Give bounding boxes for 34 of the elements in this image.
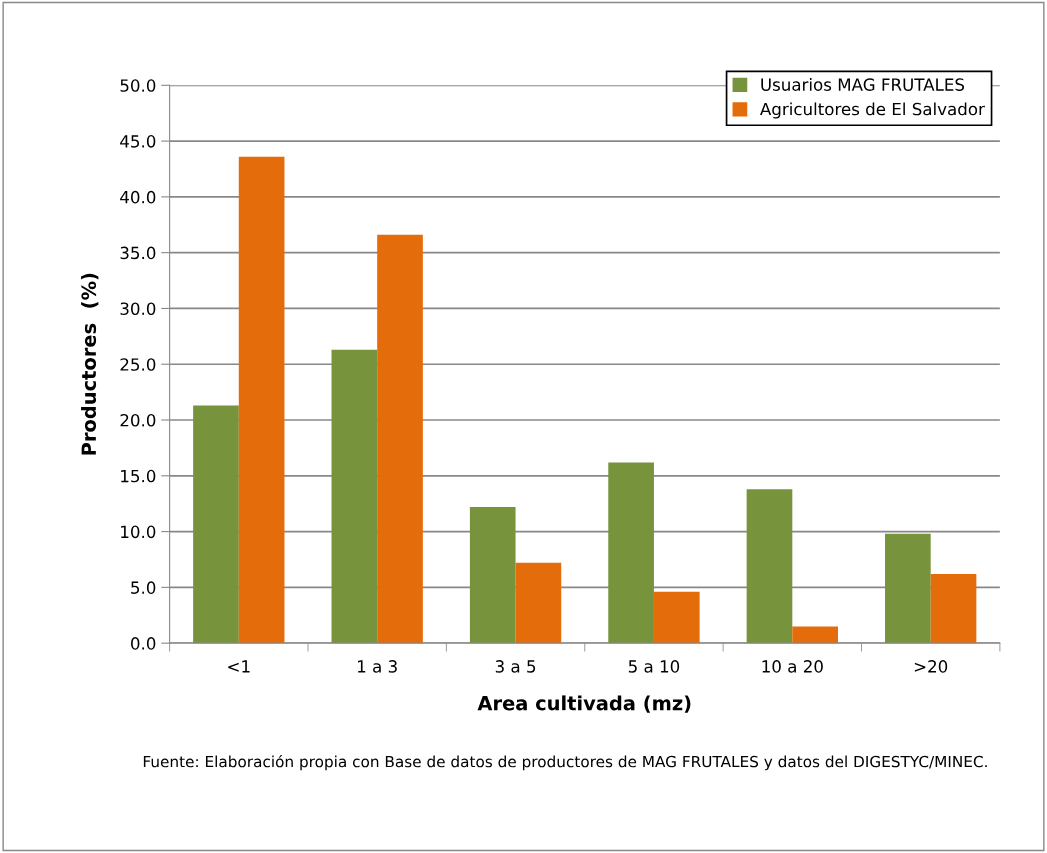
y-axis-title: Productores (%) [81,273,99,455]
x-tick-label: >20 [914,660,948,673]
bar [653,591,700,644]
y-tick-label: 30.0 [120,302,156,316]
y-tick-label: 45.0 [120,135,156,148]
bar [792,626,838,644]
bar [377,234,423,644]
x-axis-title: Area cultivada (mz) [477,695,691,713]
bar [885,533,931,644]
y-tick-label: 15.0 [121,469,156,483]
y-tick-label: 0.0 [131,637,156,650]
bar [515,562,562,644]
x-tick-label: 3 a 5 [495,660,536,673]
y-tick-label: 5.0 [131,581,156,594]
bar [331,349,378,644]
bar [193,405,239,644]
legend-label: Usuarios MAG FRUTALES [761,77,965,91]
x-tick-label: <1 [228,660,250,673]
bar [238,156,285,644]
bar [930,573,977,644]
y-tick-label: 10.0 [121,525,156,539]
y-tick-label: 40.0 [120,190,156,204]
y-tick-label: 25.0 [120,358,156,371]
x-tick-label: 5 a 10 [628,660,680,673]
y-tick-label: 35.0 [120,246,156,260]
y-tick-label: 20.0 [120,413,156,427]
source-note: Fuente: Elaboración propia con Base de datos de productores de MAG FRUTALES y datos del DIGESTYC/MINEC. [143,754,987,771]
legend-label: Agricultores de El Salvador [760,102,985,119]
y-tick-label: 50.0 [120,79,156,92]
bar [469,507,516,644]
bar [608,462,654,644]
x-tick-label: 1 a 3 [358,660,397,673]
bar [746,489,793,644]
x-tick-label: 10 a 20 [762,660,823,673]
